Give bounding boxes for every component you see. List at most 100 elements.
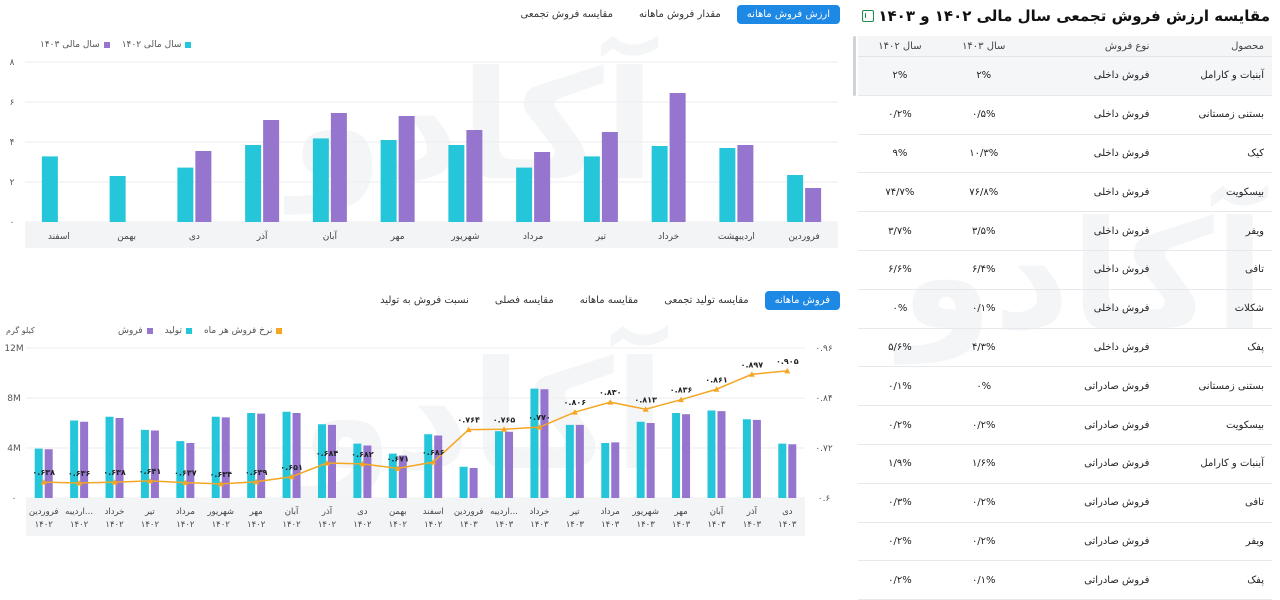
sales-rate-point[interactable] [465, 426, 472, 433]
sales-rate-point[interactable] [288, 473, 295, 480]
legend-item[interactable]: فروش [118, 326, 153, 336]
bar-sales[interactable] [221, 417, 230, 498]
bar-fy1403[interactable] [805, 188, 822, 222]
tab-top-tabs-1[interactable]: مقدار فروش ماهانه [638, 9, 721, 20]
sales-rate-point[interactable] [642, 406, 649, 412]
bar-production[interactable] [388, 453, 397, 498]
table-row[interactable]: شکلات فروش داخلی ۰/۱% ۰% [858, 289, 1272, 329]
bar-fy1402[interactable] [177, 167, 194, 222]
bar-production[interactable] [424, 434, 433, 498]
bar-production[interactable] [247, 413, 256, 498]
bar-sales[interactable] [44, 449, 53, 498]
sales-rate-point[interactable] [359, 460, 366, 467]
sales-rate-point[interactable] [323, 460, 330, 466]
table-row[interactable]: آبنبات و کارامل فروش داخلی ۲% ۲% [858, 56, 1272, 96]
bar-sales[interactable] [575, 424, 584, 498]
bar-fy1402[interactable] [719, 148, 736, 222]
bar-production[interactable] [565, 424, 574, 498]
legend-item[interactable]: نرخ فروش هر ماه [204, 326, 283, 336]
bar-production[interactable] [353, 443, 362, 498]
bar-sales[interactable] [646, 423, 655, 498]
sales-rate-point[interactable] [394, 465, 401, 471]
tab-bottom-tabs-4[interactable]: نسبت فروش به تولید [380, 295, 469, 306]
legend-item[interactable]: سال مالی ۱۴۰۳ [40, 40, 110, 50]
bar-production[interactable] [317, 424, 326, 498]
bar-production[interactable] [140, 429, 149, 498]
table-row[interactable]: بستنی زمستانی فروش صادراتی ۰% ۰/۱% [858, 366, 1272, 407]
bar-sales[interactable] [257, 413, 266, 498]
bar-fy1403[interactable] [669, 93, 686, 222]
bar-production[interactable] [530, 388, 539, 498]
sales-rate-point[interactable] [748, 371, 755, 377]
bar-sales[interactable] [682, 414, 691, 498]
tab-bottom-tabs-2[interactable]: مقایسه ماهانه [579, 295, 639, 306]
bar-fy1403[interactable] [330, 113, 347, 222]
bar-production[interactable] [459, 466, 468, 498]
bar-sales[interactable] [434, 435, 443, 499]
bar-sales[interactable] [611, 442, 620, 498]
bar-sales[interactable] [752, 419, 761, 498]
bar-sales[interactable] [469, 468, 478, 498]
table-row[interactable]: آبنبات و کارامل فروش صادراتی ۱/۶% ۱/۹% [858, 444, 1272, 484]
bar-fy1403[interactable] [263, 120, 280, 222]
table-row[interactable]: بیسکویت فروش داخلی ۷۶/۸% ۷۴/۷% [858, 172, 1272, 213]
table-row[interactable]: ویفر فروش داخلی ۳/۵% ۳/۷% [858, 211, 1272, 251]
tab-bottom-tabs-1[interactable]: مقایسه تولید تجمعی [664, 295, 749, 306]
bar-sales[interactable] [186, 443, 195, 498]
legend-item[interactable]: تولید [165, 326, 192, 336]
bar-sales[interactable] [363, 445, 372, 499]
bar-production[interactable] [176, 441, 185, 498]
table-row[interactable]: تافی فروش صادراتی ۰/۲% ۰/۳% [858, 483, 1272, 523]
table-row[interactable]: ویفر فروش صادراتی ۰/۲% ۰/۲% [858, 522, 1272, 562]
bar-sales[interactable] [80, 421, 89, 498]
sales-rate-point[interactable] [784, 367, 791, 374]
excel-export-icon[interactable] [862, 10, 874, 22]
bar-fy1403[interactable] [195, 151, 212, 222]
bar-sales[interactable] [505, 431, 514, 498]
bar-fy1403[interactable] [534, 152, 551, 222]
bar-fy1402[interactable] [109, 176, 126, 222]
sales-rate-point[interactable] [146, 477, 153, 484]
table-row[interactable]: پفک فروش صادراتی ۰/۱% ۰/۲% [858, 560, 1272, 600]
bar-fy1402[interactable] [583, 156, 600, 222]
bar-production[interactable] [636, 421, 645, 498]
bar-sales[interactable] [717, 411, 726, 498]
tab-bottom-tabs-3[interactable]: مقایسه فصلی [494, 295, 554, 306]
table-scrollbar[interactable] [853, 36, 856, 96]
sales-rate-point[interactable] [111, 479, 118, 485]
sales-rate-point[interactable] [571, 409, 578, 415]
bar-production[interactable] [778, 443, 787, 498]
bar-production[interactable] [601, 443, 610, 498]
bar-sales[interactable] [150, 430, 159, 499]
bar-sales[interactable] [398, 455, 407, 499]
sales-rate-point[interactable] [713, 386, 720, 392]
bar-production[interactable] [742, 419, 751, 498]
sales-rate-point[interactable] [182, 479, 189, 486]
bar-production[interactable] [495, 431, 504, 498]
tab-top-tabs-2[interactable]: مقایسه فروش تجمعی [520, 9, 613, 20]
tab-top-tabs-0[interactable]: ارزش فروش ماهانه [736, 5, 840, 24]
legend-item[interactable]: سال مالی ۱۴۰۲ [122, 40, 192, 50]
sales-rate-point[interactable] [430, 459, 437, 465]
table-row[interactable]: تافی فروش داخلی ۶/۴% ۶/۶% [858, 250, 1272, 290]
bar-production[interactable] [672, 413, 681, 498]
bar-production[interactable] [211, 416, 220, 498]
bar-fy1403[interactable] [737, 145, 754, 222]
bar-production[interactable] [282, 411, 291, 498]
bar-production[interactable] [70, 420, 79, 499]
bar-sales[interactable] [115, 418, 124, 498]
bar-fy1402[interactable] [380, 140, 397, 222]
bar-fy1402[interactable] [787, 175, 804, 222]
bar-production[interactable] [34, 448, 43, 498]
tab-bottom-tabs-0[interactable]: فروش ماهانه [764, 291, 840, 310]
bar-sales[interactable] [327, 424, 336, 498]
bar-fy1403[interactable] [601, 132, 618, 222]
bar-fy1402[interactable] [312, 138, 329, 222]
sales-rate-point[interactable] [536, 424, 543, 430]
table-row[interactable]: پفک فروش داخلی ۴/۳% ۵/۶% [858, 328, 1272, 368]
bar-fy1402[interactable] [41, 156, 58, 222]
bar-fy1402[interactable] [448, 145, 465, 222]
bar-fy1402[interactable] [516, 167, 533, 222]
sales-rate-point[interactable] [217, 480, 224, 487]
sales-rate-point[interactable] [607, 399, 614, 405]
